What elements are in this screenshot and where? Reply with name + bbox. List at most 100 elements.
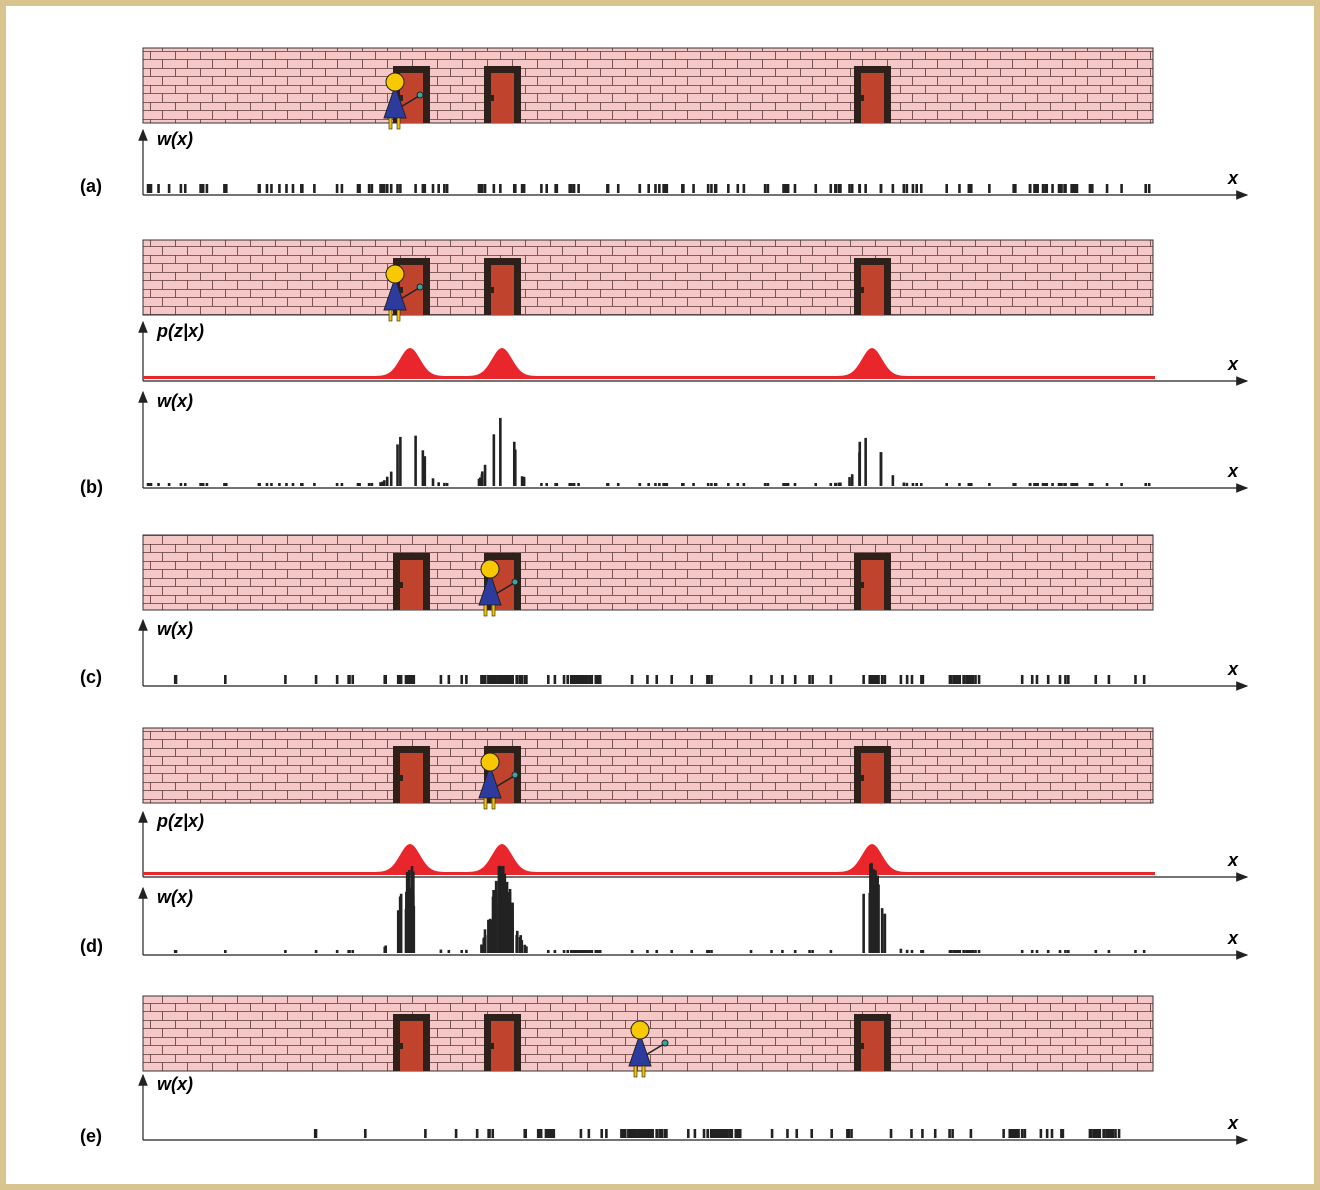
particle <box>900 949 903 953</box>
particle <box>864 184 867 193</box>
particle <box>413 675 416 684</box>
particle <box>168 184 171 193</box>
x-axis-label: x <box>1227 1113 1239 1133</box>
particle <box>455 1129 458 1138</box>
particle <box>336 184 339 193</box>
particle <box>547 950 550 953</box>
particle <box>814 184 817 193</box>
particle <box>399 437 402 486</box>
particle <box>410 675 413 684</box>
particle <box>862 675 865 684</box>
y-axis-label: w(x) <box>157 391 193 411</box>
particle <box>157 184 160 193</box>
particle <box>654 184 657 193</box>
particle <box>706 675 709 684</box>
particle <box>1073 184 1076 193</box>
particle <box>410 888 413 953</box>
particle <box>1091 483 1094 486</box>
particle <box>270 184 273 193</box>
particle <box>314 1129 317 1138</box>
particle <box>1024 1129 1027 1138</box>
particle <box>1089 1129 1092 1138</box>
particle <box>915 483 918 486</box>
particle <box>968 184 971 193</box>
particle <box>727 184 730 193</box>
particle <box>396 184 399 193</box>
particle <box>266 483 269 486</box>
particle <box>1134 675 1137 684</box>
door <box>491 73 514 123</box>
particle <box>479 477 482 486</box>
particle <box>958 950 961 953</box>
particle <box>1094 675 1097 684</box>
particle <box>448 675 451 684</box>
particle <box>707 184 710 193</box>
particle <box>437 482 440 486</box>
particle <box>489 919 492 953</box>
particle <box>258 184 261 193</box>
particle <box>399 896 402 953</box>
particle <box>292 184 295 193</box>
particle <box>920 184 923 193</box>
particle <box>624 1129 627 1138</box>
door-handle <box>858 775 864 781</box>
particle <box>224 675 227 684</box>
particle <box>573 483 576 486</box>
particle <box>703 1129 706 1138</box>
particle <box>646 950 649 953</box>
particle <box>513 184 516 193</box>
x-axis-label: x <box>1227 168 1239 188</box>
particle <box>617 483 620 486</box>
particle <box>764 483 767 486</box>
particle <box>670 675 673 684</box>
cane-tip <box>417 92 423 98</box>
particle <box>424 1129 427 1138</box>
particle <box>666 184 669 193</box>
particle <box>599 950 602 953</box>
door-handle <box>397 1043 403 1049</box>
particle <box>292 483 295 486</box>
particle <box>1059 483 1062 486</box>
particle <box>963 675 966 684</box>
particle <box>730 1129 733 1138</box>
particle <box>505 675 508 684</box>
particle <box>432 478 435 486</box>
person-head <box>386 265 404 283</box>
particle <box>710 950 713 953</box>
particle <box>848 477 851 486</box>
particle <box>912 184 915 193</box>
particle <box>743 184 746 193</box>
particle <box>523 675 526 684</box>
particle <box>440 675 443 684</box>
particle <box>540 483 543 486</box>
particle <box>553 1129 556 1138</box>
particle <box>770 950 773 953</box>
particle <box>714 483 717 486</box>
particle <box>157 483 160 486</box>
leg <box>642 1066 645 1077</box>
particle <box>1120 184 1123 193</box>
particle <box>884 675 887 684</box>
particle <box>978 950 981 953</box>
particle <box>202 483 205 486</box>
door <box>400 560 423 610</box>
particle <box>912 483 915 486</box>
particle <box>301 483 304 486</box>
particle <box>465 675 468 684</box>
particle <box>1089 184 1092 193</box>
door-handle <box>488 1043 494 1049</box>
particle <box>620 1129 623 1138</box>
y-axis-label: p(z|x) <box>156 811 204 831</box>
particle <box>443 483 446 486</box>
leg <box>484 605 487 616</box>
particle <box>596 675 599 684</box>
particle <box>906 675 909 684</box>
particle <box>499 418 502 486</box>
particle <box>1059 950 1062 953</box>
particle <box>1059 675 1062 684</box>
particle <box>1108 675 1111 684</box>
particle <box>900 675 903 684</box>
particle <box>364 1129 367 1138</box>
particle <box>465 950 468 953</box>
particle <box>1002 1129 1005 1138</box>
